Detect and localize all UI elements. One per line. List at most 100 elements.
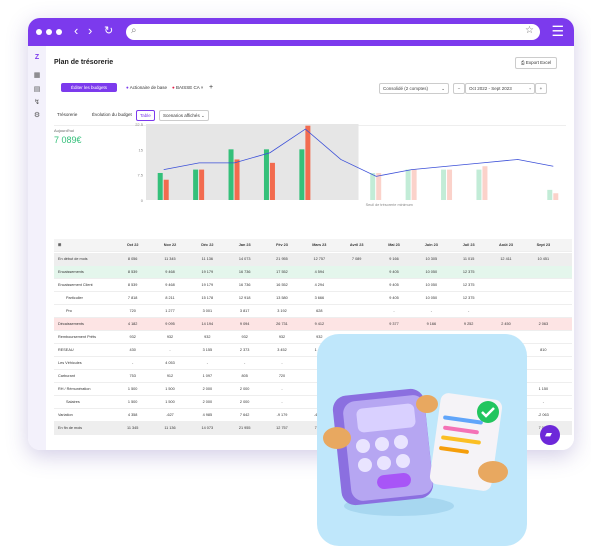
table-cell[interactable]: 2 450 xyxy=(501,322,511,326)
chat-button[interactable]: ▰ xyxy=(540,425,560,445)
settings-icon[interactable]: ⚙ xyxy=(33,112,41,119)
table-cell[interactable]: 12 918 xyxy=(238,296,251,300)
table-cell[interactable]: 720 xyxy=(278,374,286,378)
table-cell[interactable]: 9 095 xyxy=(165,322,175,326)
window-dot-icon[interactable] xyxy=(36,29,42,35)
table-cell[interactable]: 12 375 xyxy=(462,283,475,287)
next-period-button[interactable]: + xyxy=(535,83,547,94)
logo-icon[interactable]: Z xyxy=(34,54,40,61)
table-cell[interactable]: 3 452 xyxy=(277,348,287,352)
table-cell[interactable]: 11 136 xyxy=(164,426,176,430)
table-cell[interactable]: 932 xyxy=(278,335,286,339)
table-cell[interactable]: 9 468 xyxy=(165,270,175,274)
table-cell[interactable]: - xyxy=(132,361,134,365)
table-cell[interactable]: -9 179 xyxy=(276,413,288,417)
table-cell[interactable]: 9 468 xyxy=(165,283,175,287)
table-cell[interactable]: 15 178 xyxy=(201,296,214,300)
decaissement-bar[interactable] xyxy=(553,193,559,200)
table-cell[interactable]: 3 001 xyxy=(202,309,213,313)
table-row[interactable]: Décaissements 4 182 9 095 14 194 9 094 26 731… xyxy=(54,318,572,331)
table-cell[interactable]: 1 500 xyxy=(165,387,175,391)
scenario-chip[interactable]: ● Actionaire de base xyxy=(126,85,168,90)
table-cell[interactable]: 4 182 xyxy=(127,322,138,326)
table-cell[interactable]: 11 015 xyxy=(462,257,475,261)
table-cell[interactable]: 8 211 xyxy=(165,296,175,300)
table-cell[interactable]: 10 305 xyxy=(425,257,438,261)
encaissement-bar[interactable] xyxy=(299,149,305,200)
table-cell[interactable]: 8 539 xyxy=(127,270,138,274)
table-cell[interactable]: 21 955 xyxy=(276,257,288,261)
table-cell[interactable]: - xyxy=(281,387,283,391)
table-cell[interactable]: 4 053 xyxy=(165,361,175,365)
table-cell[interactable]: 1 500 xyxy=(165,400,175,404)
table-cell[interactable]: 932 xyxy=(129,335,136,339)
table-cell[interactable]: 9 405 xyxy=(389,296,399,300)
table-cell[interactable]: -627 xyxy=(166,413,174,417)
window-dot-icon[interactable] xyxy=(46,29,52,35)
table-cell[interactable]: 9 412 xyxy=(314,322,325,326)
grid-icon[interactable]: ⊞ xyxy=(58,243,62,247)
table-cell[interactable]: 10 050 xyxy=(425,283,438,287)
table-cell[interactable]: 26 731 xyxy=(276,322,288,326)
encaissement-bar[interactable] xyxy=(547,189,553,200)
table-cell[interactable]: 9 166 xyxy=(426,322,437,326)
table-cell[interactable]: 2 000 xyxy=(239,400,250,404)
table-row[interactable]: En début de mois 8 056 11 345 11 136 14 073 2… xyxy=(54,253,572,266)
table-cell[interactable]: 9 377 xyxy=(389,322,399,326)
decaissement-bar[interactable] xyxy=(411,169,417,200)
table-cell[interactable]: 7 818 xyxy=(127,296,138,300)
table-cell[interactable]: 3 192 xyxy=(277,309,287,313)
decaissement-bar[interactable] xyxy=(482,166,488,200)
table-row[interactable]: Encaissement Client 8 539 9 468 19 179 16 73… xyxy=(54,279,572,292)
table-cell[interactable]: 430 xyxy=(129,348,136,352)
table-cell[interactable]: 4 358 xyxy=(127,413,138,417)
decaissement-bar[interactable] xyxy=(199,169,205,200)
period-select[interactable]: Oct 2022 - Sept 2023 ▫ xyxy=(465,83,535,94)
table-cell[interactable]: 3 817 xyxy=(239,309,250,313)
previous-period-button[interactable]: − xyxy=(453,83,465,94)
decaissement-bar[interactable] xyxy=(234,159,240,200)
table-cell[interactable]: 4 594 xyxy=(314,270,325,274)
table-row[interactable]: Particulier 7 818 8 211 15 178 12 918 13 580 3… xyxy=(54,292,572,305)
table-cell[interactable]: - xyxy=(430,309,432,313)
table-cell[interactable]: 10 050 xyxy=(425,270,438,274)
table-cell[interactable]: 7 089 xyxy=(351,257,362,261)
table-cell[interactable]: - xyxy=(468,309,470,313)
table-cell[interactable]: 16 736 xyxy=(238,283,251,287)
table-cell[interactable]: 9 405 xyxy=(389,270,399,274)
table-cell[interactable]: 12 757 xyxy=(276,426,288,430)
table-cell[interactable]: 19 179 xyxy=(201,270,214,274)
table-cell[interactable]: 912 xyxy=(166,374,174,378)
forward-icon[interactable]: › xyxy=(88,23,93,38)
encaissement-bar[interactable] xyxy=(228,149,234,200)
table-cell[interactable]: 1 277 xyxy=(165,309,175,313)
table-cell[interactable]: 12 375 xyxy=(462,296,475,300)
star-icon[interactable]: ☆ xyxy=(525,25,534,36)
encaissement-bar[interactable] xyxy=(193,169,199,200)
table-cell[interactable]: 2 000 xyxy=(202,400,213,404)
table-cell[interactable]: 7 642 xyxy=(239,413,250,417)
table-cell[interactable]: 14 073 xyxy=(238,257,251,261)
table-cell[interactable]: 16 736 xyxy=(238,270,251,274)
scenario-chip[interactable]: ● BAISSE CA × xyxy=(172,85,204,90)
table-cell[interactable]: 11 136 xyxy=(201,257,213,261)
table-cell[interactable]: - xyxy=(393,309,395,313)
encaissement-bar[interactable] xyxy=(157,172,163,200)
table-cell[interactable]: 14 194 xyxy=(201,322,214,326)
encaissement-bar[interactable] xyxy=(370,172,376,200)
table-cell[interactable]: 3 666 xyxy=(314,296,325,300)
table-cell[interactable]: 8 056 xyxy=(127,257,138,261)
encaissement-bar[interactable] xyxy=(263,149,269,200)
table-cell[interactable]: 1 150 xyxy=(538,387,549,391)
tab-tresorerie[interactable]: Trésorerie xyxy=(57,112,78,117)
table-cell[interactable]: 10 451 xyxy=(537,257,550,261)
table-cell[interactable]: - xyxy=(206,361,208,365)
table-row[interactable]: Pro 720 1 277 3 001 3 817 3 192 628 - - - xyxy=(54,305,572,318)
table-cell[interactable]: 13 580 xyxy=(276,296,288,300)
table-cell[interactable]: 12 375 xyxy=(462,270,475,274)
table-cell[interactable]: 805 xyxy=(241,374,248,378)
decaissement-bar[interactable] xyxy=(376,172,382,200)
table-cell[interactable]: 12 757 xyxy=(313,257,326,261)
table-cell[interactable]: 1 097 xyxy=(202,374,213,378)
encaissement-bar[interactable] xyxy=(441,169,447,200)
